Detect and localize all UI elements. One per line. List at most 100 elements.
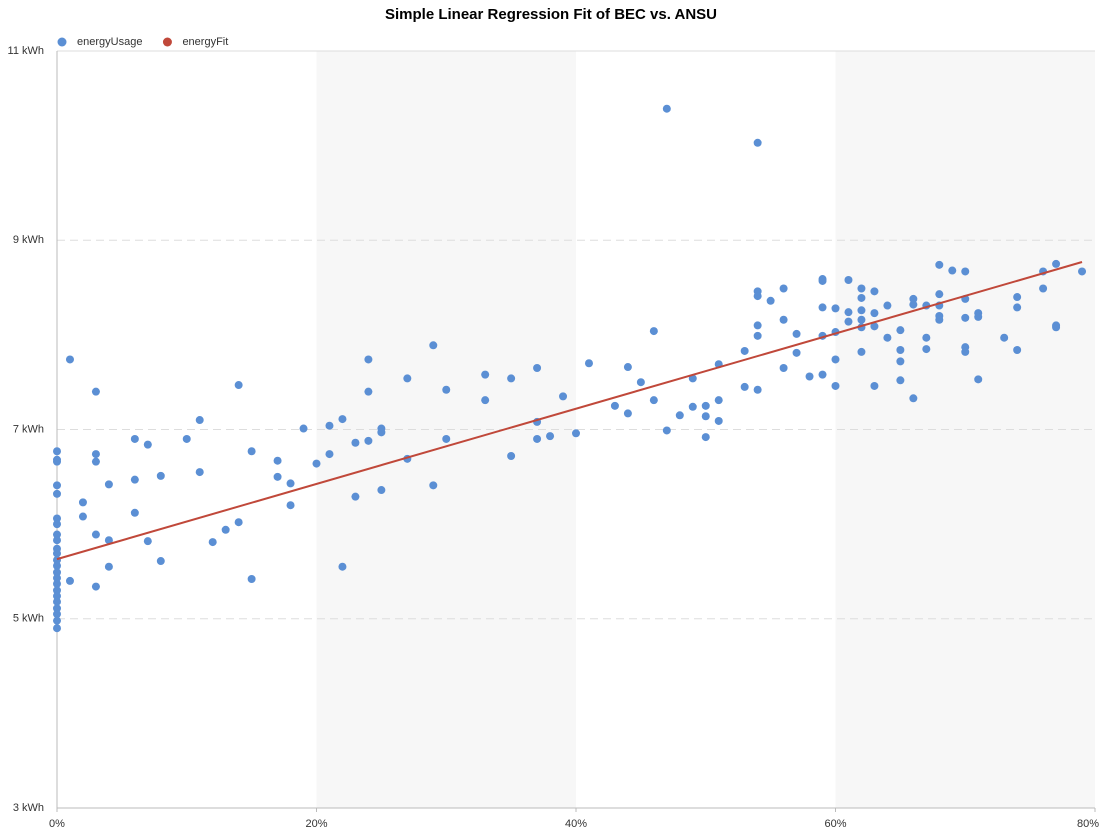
y-tick-label: 7 kWh bbox=[13, 423, 44, 435]
data-point bbox=[1013, 346, 1022, 355]
data-point bbox=[623, 363, 632, 372]
legend-marker bbox=[57, 37, 67, 47]
chart-title: Simple Linear Regression Fit of BEC vs. … bbox=[385, 6, 717, 23]
data-point bbox=[53, 604, 61, 613]
data-point bbox=[701, 433, 710, 442]
data-point bbox=[896, 357, 905, 366]
data-point bbox=[351, 492, 360, 501]
data-point bbox=[935, 290, 944, 299]
data-point bbox=[507, 374, 516, 383]
data-point bbox=[143, 537, 152, 546]
data-point bbox=[1039, 284, 1048, 293]
data-point bbox=[779, 315, 788, 324]
data-point bbox=[857, 293, 866, 302]
y-tick-label: 5 kWh bbox=[13, 613, 44, 625]
data-point bbox=[701, 412, 710, 421]
fit-line bbox=[56, 261, 1083, 561]
data-point bbox=[53, 624, 61, 633]
data-point bbox=[779, 284, 788, 293]
data-point bbox=[156, 471, 165, 480]
data-point bbox=[935, 315, 944, 324]
data-point bbox=[610, 401, 619, 410]
data-point bbox=[805, 372, 814, 381]
data-point bbox=[818, 276, 827, 285]
data-point bbox=[792, 329, 801, 338]
x-tick-label: 80% bbox=[1077, 818, 1099, 830]
data-point bbox=[675, 411, 684, 420]
data-point bbox=[909, 294, 918, 303]
data-point bbox=[961, 313, 970, 322]
data-point bbox=[91, 582, 100, 591]
data-point bbox=[961, 347, 970, 356]
data-point bbox=[753, 138, 762, 147]
data-point bbox=[182, 434, 191, 443]
data-point bbox=[1078, 267, 1087, 276]
data-point bbox=[53, 520, 61, 529]
data-point bbox=[740, 382, 749, 391]
data-point bbox=[974, 312, 983, 321]
data-point bbox=[870, 309, 879, 318]
legend-marker bbox=[162, 37, 172, 47]
data-point bbox=[442, 385, 451, 394]
data-point bbox=[1013, 293, 1022, 302]
y-tick-label: 11 kWh bbox=[8, 45, 44, 57]
data-point bbox=[78, 498, 87, 507]
data-point bbox=[883, 333, 892, 342]
data-point bbox=[53, 616, 61, 625]
data-point bbox=[844, 317, 853, 326]
x-tick-label: 60% bbox=[824, 818, 846, 830]
data-point bbox=[948, 266, 957, 275]
data-point bbox=[53, 610, 61, 619]
data-point bbox=[208, 538, 217, 547]
data-point bbox=[766, 296, 775, 305]
data-point bbox=[53, 549, 61, 558]
plot-band bbox=[835, 51, 1095, 808]
data-point bbox=[377, 486, 386, 495]
data-point bbox=[143, 440, 152, 449]
data-point bbox=[53, 586, 61, 595]
data-point bbox=[65, 355, 74, 364]
data-point bbox=[844, 275, 853, 284]
data-point bbox=[572, 429, 580, 438]
data-point bbox=[883, 301, 892, 310]
data-point bbox=[247, 575, 256, 584]
data-point bbox=[195, 416, 204, 425]
data-point bbox=[481, 396, 490, 405]
data-point bbox=[870, 287, 879, 296]
data-point bbox=[53, 481, 61, 490]
data-point bbox=[53, 514, 61, 523]
data-point bbox=[91, 530, 100, 539]
data-point bbox=[857, 347, 866, 356]
data-point bbox=[234, 381, 243, 390]
data-point bbox=[481, 370, 490, 379]
data-point bbox=[1000, 333, 1009, 342]
data-point bbox=[922, 333, 931, 342]
data-point bbox=[429, 481, 438, 490]
data-point bbox=[195, 468, 204, 477]
data-point bbox=[1052, 323, 1061, 332]
data-point bbox=[831, 355, 840, 364]
data-point bbox=[857, 306, 866, 315]
data-point bbox=[818, 370, 827, 379]
data-point bbox=[896, 376, 905, 385]
data-point bbox=[1052, 259, 1061, 268]
legend-label: energyUsage bbox=[77, 36, 142, 48]
data-point bbox=[740, 346, 749, 355]
data-point bbox=[662, 104, 671, 113]
data-point bbox=[974, 375, 983, 384]
data-point bbox=[53, 457, 61, 466]
data-point bbox=[221, 525, 230, 534]
data-point bbox=[299, 424, 308, 433]
data-point bbox=[364, 355, 373, 364]
data-point bbox=[831, 304, 840, 313]
data-point bbox=[429, 341, 438, 350]
data-point bbox=[623, 409, 632, 418]
x-tick-label: 0% bbox=[49, 818, 65, 830]
data-point bbox=[273, 472, 282, 481]
data-point bbox=[53, 592, 61, 601]
data-point bbox=[442, 434, 451, 443]
data-point bbox=[65, 576, 74, 585]
data-point bbox=[961, 267, 970, 276]
data-point bbox=[286, 479, 295, 488]
